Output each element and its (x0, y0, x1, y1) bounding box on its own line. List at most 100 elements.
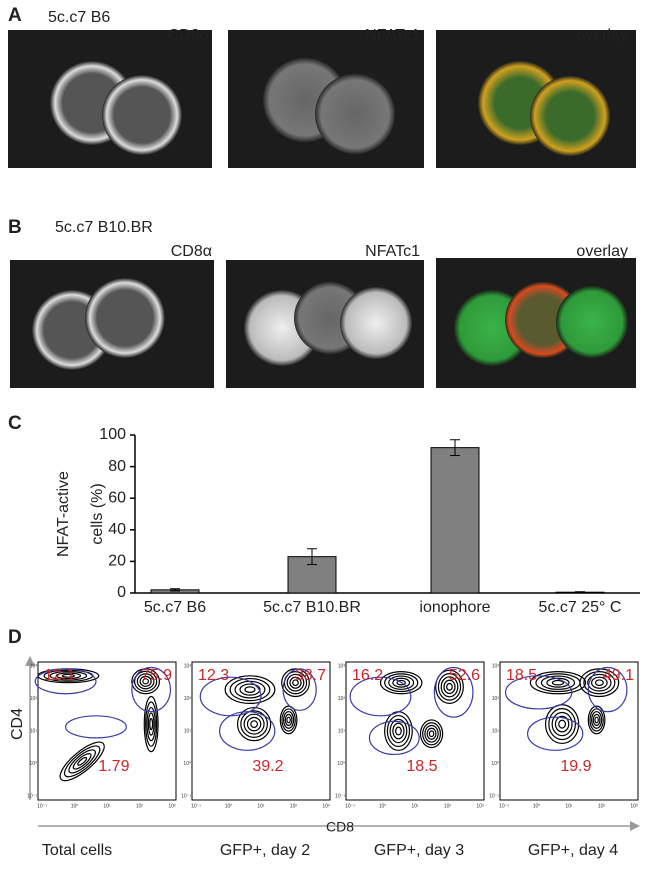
x-tick-label: 10⁻¹ (499, 803, 509, 809)
y-tick-label: 10¹ (30, 728, 38, 734)
gate (34, 668, 97, 695)
contour (77, 756, 88, 766)
y-tick-label: 10⁻¹ (181, 793, 191, 799)
y-tick-label: 10² (338, 696, 346, 702)
gate (218, 711, 276, 751)
contour (544, 704, 580, 745)
contour (594, 679, 604, 687)
x-axis-label: CD8 (326, 819, 354, 835)
contour (286, 673, 305, 692)
x-tick-label: 5c.c7 25° C (539, 599, 622, 616)
y-tick-label: 10³ (30, 663, 38, 669)
contour (551, 679, 565, 686)
micrograph (8, 30, 636, 168)
arrow-head (25, 656, 35, 666)
y-tick-label: 10³ (492, 663, 500, 669)
contour (136, 673, 155, 690)
contour (149, 717, 154, 731)
x-tick-label: 5c.c7 B10.BR (263, 599, 361, 616)
contour (283, 711, 295, 729)
x-tick-label: 10³ (630, 803, 638, 809)
contour (554, 715, 570, 733)
y-tick-label: 10⁰ (491, 761, 499, 767)
contour (49, 671, 88, 681)
contour (279, 705, 298, 735)
y-tick-label: 10⁻¹ (27, 793, 37, 799)
gate-percent: 18.5 (506, 667, 537, 684)
image-label: NFATc1 (365, 27, 420, 44)
cell-image (102, 75, 182, 155)
contour (379, 671, 423, 695)
y-tick-label: 80 (108, 458, 126, 475)
contour (146, 706, 156, 742)
x-tick-label: 10² (598, 803, 606, 809)
y-tick-label: 10⁰ (29, 761, 37, 767)
contour (59, 741, 105, 782)
contour (281, 708, 296, 732)
contour (548, 708, 576, 741)
y-tick-label: 10³ (338, 663, 346, 669)
gate (131, 666, 172, 713)
y-tick-label: 10¹ (184, 728, 192, 734)
contour (134, 670, 158, 692)
contour (440, 676, 459, 698)
contour (587, 705, 606, 735)
x-tick-label: 10¹ (565, 803, 573, 809)
x-tick-label: 10³ (322, 803, 330, 809)
panel-letter: B (8, 217, 22, 238)
contour (389, 718, 408, 744)
contour (384, 673, 419, 693)
contour (139, 675, 152, 687)
contour (284, 713, 293, 727)
y-tick-label: 60 (108, 489, 126, 506)
contour (422, 722, 441, 746)
gate-percent: 19.9 (560, 758, 591, 775)
gate-percent: 39.2 (252, 758, 283, 775)
cell-image (315, 74, 395, 154)
plot-caption: Total cells (42, 842, 112, 859)
x-tick-label: 10² (444, 803, 452, 809)
image-label: CD8α (171, 243, 212, 260)
contour (583, 671, 616, 695)
contour (236, 706, 272, 742)
contour (63, 745, 101, 778)
y-tick-label: 10⁰ (337, 761, 345, 767)
contour (388, 675, 415, 690)
x-tick-label: 10⁰ (379, 803, 387, 809)
contour (558, 719, 567, 729)
contour (289, 676, 302, 689)
bar (430, 447, 480, 594)
contour (145, 701, 158, 747)
contour (246, 716, 262, 732)
contour (224, 675, 276, 704)
gate-percent: 1.79 (98, 758, 129, 775)
contour (143, 695, 159, 753)
plot-caption: GFP+, day 2 (220, 842, 310, 859)
y-tick-label: 10¹ (492, 728, 500, 734)
y-tick-label: 10³ (184, 663, 192, 669)
x-tick-label: 10¹ (257, 803, 265, 809)
contour (594, 716, 599, 724)
gate-percent: 16.2 (352, 667, 383, 684)
contour (229, 677, 271, 702)
contour (142, 678, 150, 685)
contour (591, 711, 603, 729)
gate-percent: 18.5 (406, 758, 437, 775)
contour (446, 682, 453, 691)
contour (286, 716, 291, 724)
y-tick-label: 10⁻¹ (489, 793, 499, 799)
contour (392, 722, 405, 740)
contour (419, 719, 444, 749)
gate (433, 666, 474, 718)
y-tick-label: 20 (108, 553, 126, 570)
contour (443, 679, 456, 695)
x-tick-label: 10⁰ (225, 803, 233, 809)
contour (250, 720, 259, 729)
x-tick-label: 5c.c7 B6 (144, 599, 206, 616)
y-tick-label: 10⁰ (183, 761, 191, 767)
x-tick-label: 10⁰ (533, 803, 541, 809)
y-tick-label: 40 (108, 521, 126, 538)
cell-image (340, 287, 412, 359)
